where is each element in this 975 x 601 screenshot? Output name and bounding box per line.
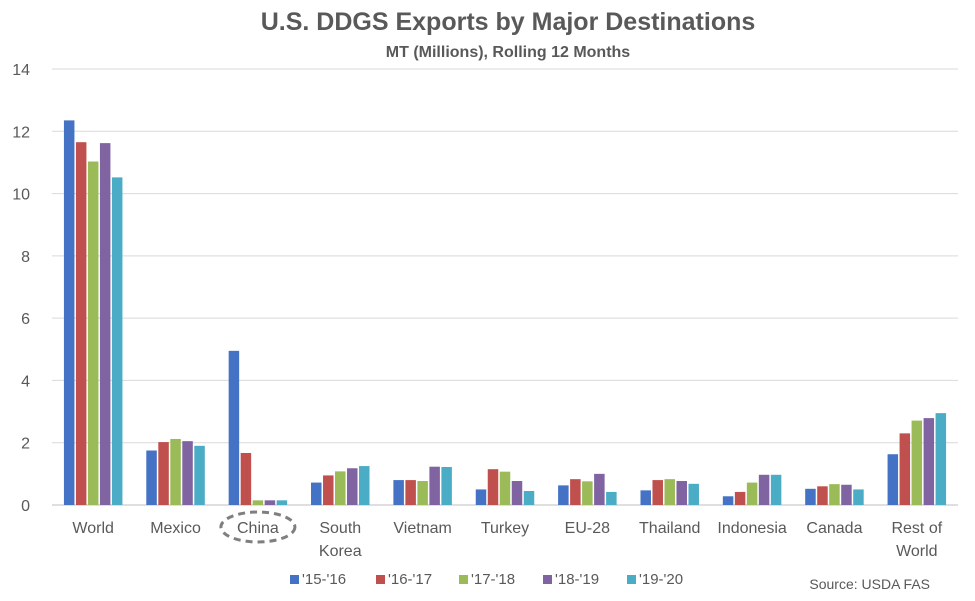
y-tick-label: 10 — [12, 187, 30, 204]
y-tick-label: 2 — [21, 436, 30, 453]
y-tick-label: 8 — [21, 249, 30, 266]
bar-vietnam-series-2 — [417, 481, 428, 505]
bar-vietnam-series-4 — [441, 467, 452, 505]
bar-rest-of-world-series-4 — [935, 413, 947, 505]
bar-canada-series-0 — [805, 488, 816, 505]
bar-canada-series-3 — [841, 484, 852, 505]
legend-swatch-4 — [627, 575, 636, 584]
legend-label-1: '16-'17 — [388, 571, 432, 588]
bar-mexico-series-2 — [170, 438, 181, 505]
bar-indonesia-series-0 — [722, 496, 734, 505]
bar-china-series-4 — [276, 500, 288, 505]
y-tick-label: 14 — [12, 62, 30, 79]
bar-vietnam-series-0 — [393, 480, 404, 505]
gridlines — [52, 68, 958, 506]
bar-turkey-series-4 — [523, 490, 535, 505]
bar-indonesia-series-1 — [734, 491, 746, 505]
bar-china-series-2 — [252, 500, 264, 505]
x-category-label: South — [319, 520, 361, 537]
bar-canada-series-1 — [817, 486, 828, 505]
legend: '15-'16 '16-'17 '17-'18 '18-'19 '19-'20 — [290, 571, 683, 588]
y-tick-label: 0 — [21, 498, 30, 515]
bar-eu-28-series-4 — [606, 491, 617, 505]
chart-title: U.S. DDGS Exports by Major Destinations — [261, 8, 756, 36]
bar-world-series-3 — [99, 143, 111, 505]
x-category-label: World — [72, 520, 114, 537]
bar-china-series-3 — [264, 500, 276, 505]
x-category-label: China — [237, 520, 279, 537]
bar-turkey-series-2 — [499, 471, 511, 505]
bar-thailand-series-2 — [664, 479, 675, 505]
bar-rest-of-world-series-3 — [923, 418, 935, 505]
legend-label-3: '18-'19 — [555, 571, 599, 588]
bar-thailand-series-0 — [640, 490, 651, 505]
bar-mexico-series-1 — [158, 442, 169, 505]
bar-rest-of-world-series-2 — [911, 420, 923, 505]
y-tick-label: 4 — [21, 373, 30, 390]
bar-thailand-series-1 — [652, 480, 663, 505]
x-category-label: Turkey — [481, 520, 529, 537]
bar-mexico-series-4 — [194, 445, 205, 505]
bar-south-korea-series-1 — [323, 475, 334, 505]
legend-swatch-0 — [290, 575, 299, 584]
bar-turkey-series-1 — [487, 469, 499, 505]
bar-turkey-series-3 — [511, 481, 523, 505]
bar-china-series-0 — [228, 350, 240, 505]
bar-south-korea-series-2 — [335, 471, 346, 505]
legend-label-0: '15-'16 — [302, 571, 346, 588]
bar-canada-series-4 — [853, 489, 864, 505]
y-tick-label: 6 — [21, 311, 30, 328]
chart-subtitle: MT (Millions), Rolling 12 Months — [386, 44, 631, 61]
x-category-label: Rest of — [891, 520, 942, 537]
y-tick-label: 12 — [12, 124, 30, 141]
bar-thailand-series-4 — [688, 483, 699, 505]
bar-eu-28-series-0 — [558, 485, 569, 505]
highlight-circle — [219, 510, 297, 544]
bar-rest-of-world-series-0 — [887, 454, 899, 505]
bar-south-korea-series-4 — [359, 466, 370, 505]
bar-canada-series-2 — [829, 484, 840, 505]
bar-eu-28-series-1 — [570, 479, 581, 505]
bar-mexico-series-3 — [182, 441, 193, 505]
x-category-label: Thailand — [639, 520, 700, 537]
legend-label-4: '19-'20 — [639, 571, 683, 588]
bar-mexico-series-0 — [146, 450, 157, 505]
bar-eu-28-series-2 — [582, 481, 593, 505]
legend-swatch-3 — [543, 575, 552, 584]
x-category-label: Korea — [319, 543, 362, 560]
bars — [63, 120, 947, 506]
x-category-label: EU-28 — [565, 520, 610, 537]
legend-swatch-2 — [459, 575, 468, 584]
bar-world-series-0 — [63, 120, 75, 505]
bar-indonesia-series-2 — [746, 482, 758, 505]
x-category-label: Indonesia — [717, 520, 786, 537]
bar-south-korea-series-3 — [347, 468, 358, 505]
bar-eu-28-series-3 — [594, 473, 605, 505]
bar-vietnam-series-3 — [429, 466, 440, 505]
x-axis-category-labels: World Mexico China South Korea Vietnam Turkey E… — [72, 510, 943, 560]
legend-label-2: '17-'18 — [471, 571, 515, 588]
x-category-label: Vietnam — [393, 520, 451, 537]
bar-indonesia-series-4 — [770, 474, 782, 505]
bar-vietnam-series-1 — [405, 480, 416, 505]
y-axis-tick-labels: 0 2 4 6 8 10 12 14 — [12, 62, 30, 515]
bar-world-series-1 — [75, 142, 87, 505]
bar-rest-of-world-series-1 — [899, 433, 911, 505]
x-category-label: Mexico — [150, 520, 201, 537]
bar-turkey-series-0 — [475, 489, 487, 505]
bar-china-series-1 — [240, 452, 252, 505]
x-category-label: Canada — [806, 520, 862, 537]
legend-swatch-1 — [376, 575, 385, 584]
source-note: Source: USDA FAS — [809, 576, 930, 592]
bar-south-korea-series-0 — [311, 482, 322, 505]
bar-indonesia-series-3 — [758, 474, 770, 505]
bar-world-series-2 — [87, 161, 99, 506]
x-category-label: World — [896, 543, 938, 560]
bar-world-series-4 — [111, 177, 123, 505]
bar-thailand-series-3 — [676, 481, 687, 505]
